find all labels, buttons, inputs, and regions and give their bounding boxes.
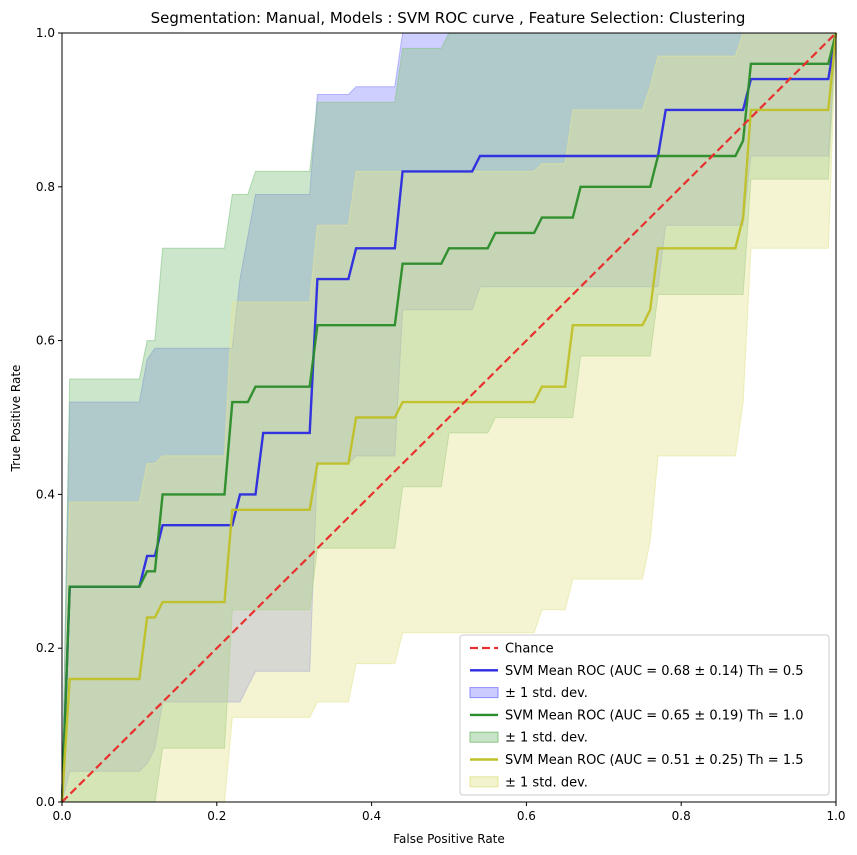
legend-item-mean-roc-3: SVM Mean ROC (AUC = 0.51 ± 0.25) Th = 1.… bbox=[505, 753, 804, 768]
y-axis-label: True Positive Rate bbox=[9, 365, 23, 473]
x-tick-label: 0.0 bbox=[52, 809, 71, 823]
plot-frame bbox=[61, 32, 837, 803]
y-tick-label: 1.0 bbox=[36, 26, 55, 40]
x-tick-label: 0.6 bbox=[517, 809, 536, 823]
y-tick-label: 0.6 bbox=[36, 334, 55, 348]
y-axis-ticks: 0.0 0.2 0.4 0.6 0.8 1.0 bbox=[36, 26, 62, 809]
legend-swatch bbox=[469, 731, 499, 743]
mean-roc-line-2 bbox=[60, 32, 838, 803]
legend-item-std-band-2: ± 1 std. dev. bbox=[505, 731, 588, 746]
legend-box bbox=[459, 634, 830, 796]
x-tick-label: 0.8 bbox=[672, 809, 691, 823]
x-tick-label: 1.0 bbox=[826, 809, 845, 823]
legend-item-std-band-1: ± 1 std. dev. bbox=[505, 686, 588, 701]
chance-line bbox=[61, 32, 837, 803]
legend-item-mean-roc-2: SVM Mean ROC (AUC = 0.65 ± 0.19) Th = 1.… bbox=[505, 708, 804, 723]
roc-lines bbox=[60, 32, 838, 803]
legend-item-std-band-3: ± 1 std. dev. bbox=[505, 775, 588, 790]
y-tick-label: 0.8 bbox=[36, 180, 55, 194]
x-tick-label: 0.4 bbox=[362, 809, 381, 823]
y-tick-label: 0.0 bbox=[36, 795, 55, 809]
legend-item-mean-roc-1: SVM Mean ROC (AUC = 0.68 ± 0.14) Th = 0.… bbox=[505, 664, 804, 679]
legend-swatch bbox=[469, 776, 499, 788]
legend: Chance SVM Mean ROC (AUC = 0.68 ± 0.14) T… bbox=[459, 634, 830, 796]
legend-item-chance: Chance bbox=[505, 642, 554, 657]
chart-title: Segmentation: Manual, Models : SVM ROC c… bbox=[151, 9, 746, 27]
mean-roc-line-1 bbox=[60, 32, 838, 803]
legend-swatch bbox=[469, 687, 499, 699]
y-tick-label: 0.2 bbox=[36, 641, 55, 655]
mean-roc-line-3 bbox=[60, 32, 838, 803]
y-tick-label: 0.4 bbox=[36, 487, 55, 501]
x-axis-label: False Positive Rate bbox=[393, 832, 505, 846]
x-axis-ticks: 0.0 0.2 0.4 0.6 0.8 1.0 bbox=[52, 802, 846, 823]
x-tick-label: 0.2 bbox=[207, 809, 226, 823]
